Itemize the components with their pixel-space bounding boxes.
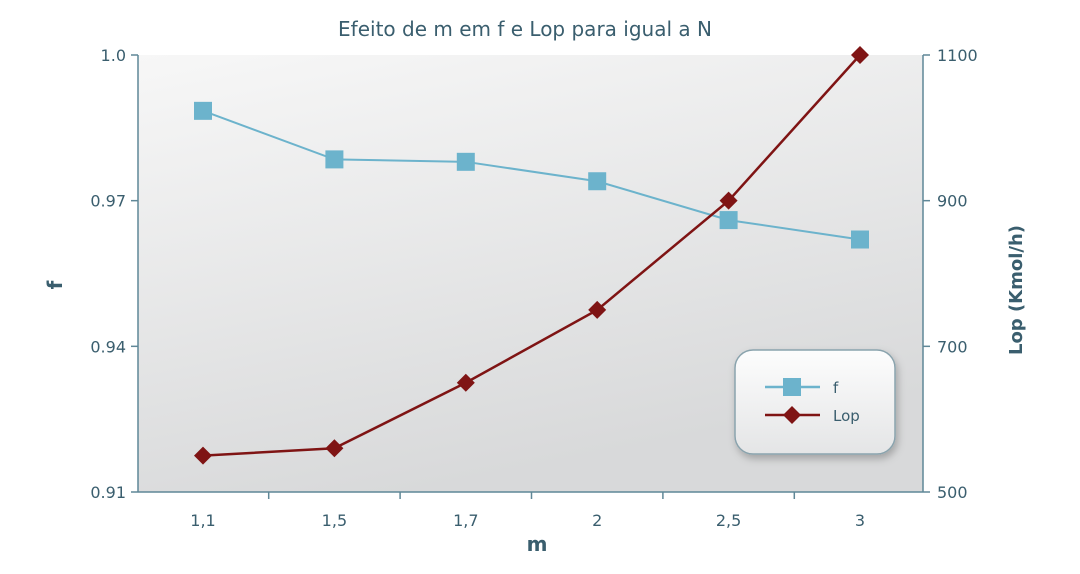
data-point-lop — [588, 300, 607, 319]
legend-marker-lop — [783, 406, 801, 424]
series-line-f — [202, 109, 861, 241]
series-line-lop — [202, 54, 861, 457]
chart-title: Efeito de m em f e Lop para igual a N — [338, 17, 712, 41]
data-point-f — [851, 230, 869, 249]
data-point-f — [325, 150, 344, 169]
legend-label-f: f — [833, 379, 839, 397]
legend-label-lop: Lop — [833, 407, 860, 425]
y-axis-label-left: f — [43, 280, 67, 289]
data-point-lop — [456, 373, 475, 392]
x-tick-label: 3 — [855, 511, 865, 530]
data-point-lop — [851, 46, 869, 64]
legend-box — [734, 349, 896, 455]
legend-marker-f — [783, 378, 801, 396]
data-point-f — [194, 101, 212, 120]
legend-items: f Lop — [765, 378, 860, 425]
right-tick-label: 1100 — [937, 46, 978, 65]
data-point-f — [456, 152, 475, 171]
x-tick-label: 1,1 — [190, 511, 215, 530]
series-layer — [194, 46, 869, 465]
legend: f Lop — [734, 349, 896, 455]
right-tick-label: 900 — [937, 192, 968, 211]
right-axis-ticks: 500 700 900 1100 — [923, 46, 978, 502]
x-axis-label: m — [527, 532, 548, 556]
left-tick-label: 1.0 — [101, 46, 126, 65]
left-tick-label: 0.91 — [90, 483, 126, 502]
x-tick-label: 1,5 — [322, 511, 347, 530]
data-point-lop — [719, 191, 738, 210]
data-point-lop — [194, 446, 212, 465]
left-axis-ticks: 0.91 0.94 0.97 1.0 — [90, 46, 138, 502]
x-tick-label: 1,7 — [453, 511, 478, 530]
x-axis-ticks: 1,1 1,5 1,7 2 2,5 3 — [190, 492, 865, 530]
right-tick-label: 700 — [937, 337, 968, 356]
left-tick-label: 0.97 — [90, 192, 126, 211]
x-tick-label: 2 — [592, 511, 602, 530]
data-point-f — [719, 211, 738, 230]
y-axis-label-right: Lop (Kmol/h) — [1006, 225, 1027, 355]
left-tick-label: 0.94 — [90, 337, 126, 356]
data-point-f — [588, 172, 607, 191]
right-tick-label: 500 — [937, 483, 968, 502]
x-tick-label: 2,5 — [716, 511, 741, 530]
data-point-lop — [325, 439, 344, 458]
